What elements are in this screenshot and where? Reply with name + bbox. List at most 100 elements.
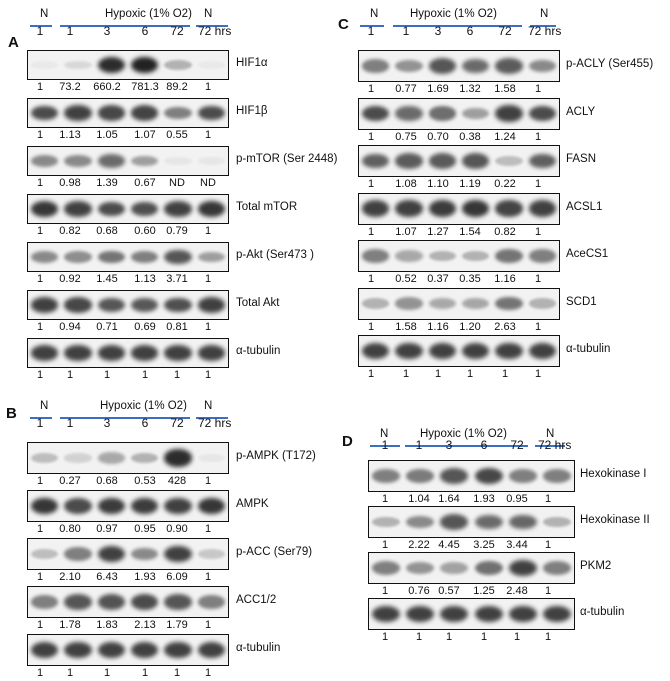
protein-band — [31, 251, 59, 263]
blot-label: HIF1β — [236, 105, 268, 117]
quant-value: 1 — [367, 130, 375, 143]
protein-band — [406, 515, 435, 529]
quant-value: 1 — [204, 619, 212, 631]
quant-value: 1 — [173, 369, 181, 381]
quant-value: 1 — [381, 493, 389, 505]
quant-value: 1 — [534, 368, 542, 380]
quant-value: 1 — [367, 320, 375, 333]
protein-band — [64, 297, 92, 313]
protein-band — [395, 200, 423, 217]
blot-label: p-Akt (Ser473 ) — [236, 249, 314, 261]
protein-band — [31, 595, 59, 609]
quant-value: 1.25 — [473, 585, 495, 597]
protein-band — [131, 105, 159, 121]
protein-band — [462, 107, 490, 120]
quant-value: 1 — [204, 523, 212, 535]
protein-band — [440, 468, 469, 484]
quant-value: 1.93 — [134, 571, 156, 583]
quant-value: 0.79 — [166, 225, 188, 237]
protein-band — [64, 201, 92, 217]
normoxic-header-2: N — [204, 8, 213, 20]
quant-value: 1.27 — [427, 225, 449, 238]
lane-label: 3 — [445, 438, 453, 452]
blot-label: HIF1α — [236, 57, 268, 69]
protein-band — [495, 296, 523, 311]
protein-band — [197, 61, 225, 69]
protein-band — [131, 250, 159, 264]
protein-band — [131, 594, 159, 610]
quant-value: 1 — [534, 320, 542, 333]
protein-band — [406, 605, 435, 623]
quant-value: 1.07 — [134, 129, 156, 141]
protein-band — [395, 106, 423, 121]
protein-band — [31, 201, 59, 217]
lane-label: 1 — [415, 438, 423, 452]
quant-value: 0.22 — [494, 178, 516, 190]
protein-band — [462, 58, 490, 74]
panel-letter: D — [342, 433, 353, 450]
lane-label: 6 — [141, 24, 149, 38]
blot-strip — [358, 287, 560, 320]
protein-band — [197, 251, 225, 263]
hypoxic-header: Hypoxic (1% O2) — [100, 400, 187, 412]
quant-value: 1 — [544, 539, 552, 551]
quant-value: 1 — [103, 369, 111, 381]
quant-value: 1.45 — [96, 273, 118, 285]
quant-value: 1 — [36, 273, 44, 285]
normoxic-header-2: N — [204, 400, 213, 412]
protein-band — [197, 105, 225, 121]
protein-band — [372, 516, 401, 528]
protein-band — [508, 469, 537, 483]
lane-label: 3 — [103, 416, 111, 430]
protein-band — [97, 641, 125, 659]
protein-band — [31, 297, 59, 313]
hypoxic-header: Hypoxic (1% O2) — [420, 428, 507, 440]
protein-band — [31, 641, 59, 659]
protein-band — [64, 498, 92, 514]
lane-label: 72 hrs — [527, 24, 562, 38]
quant-value: 1 — [36, 667, 44, 679]
protein-band — [197, 297, 225, 313]
normoxic-header-2: N — [540, 8, 549, 20]
quant-value: 1.78 — [59, 619, 81, 631]
quant-value: 1.08 — [395, 178, 417, 190]
protein-band — [197, 453, 225, 462]
protein-band — [428, 106, 456, 121]
protein-band — [395, 250, 423, 262]
blot-strip — [358, 335, 560, 367]
normoxic-bracket-2 — [196, 417, 228, 419]
protein-band — [64, 345, 92, 361]
protein-band — [372, 605, 401, 623]
lane-label: 1 — [66, 416, 74, 430]
protein-band — [97, 154, 125, 168]
blot-strip — [27, 538, 229, 570]
blot-strip — [358, 192, 560, 225]
quant-value: 1 — [36, 523, 44, 535]
quant-value: 1.58 — [494, 83, 516, 95]
quant-value: 1 — [501, 368, 509, 380]
panel-letter: B — [6, 405, 17, 422]
protein-band — [362, 59, 390, 73]
quant-value: 1.16 — [427, 320, 449, 333]
protein-band — [406, 469, 435, 483]
protein-band — [97, 452, 125, 464]
protein-band — [362, 298, 390, 309]
quant-value: 1 — [534, 273, 542, 285]
quant-value: 0.94 — [59, 321, 81, 333]
quant-value: 3.71 — [166, 273, 188, 285]
quant-value: 6.43 — [96, 571, 118, 583]
protein-band — [495, 249, 523, 263]
quant-value: 6.09 — [166, 571, 188, 583]
quant-value: 0.80 — [59, 523, 81, 535]
protein-band — [440, 605, 469, 623]
quant-value: 1 — [544, 631, 552, 643]
quant-value: 1 — [415, 631, 423, 643]
protein-band — [508, 605, 537, 623]
protein-band — [474, 467, 503, 485]
quant-value: 1 — [534, 83, 542, 95]
protein-band — [31, 497, 59, 515]
protein-band — [528, 249, 556, 263]
quant-value: 1 — [534, 130, 542, 143]
protein-band — [440, 562, 469, 574]
